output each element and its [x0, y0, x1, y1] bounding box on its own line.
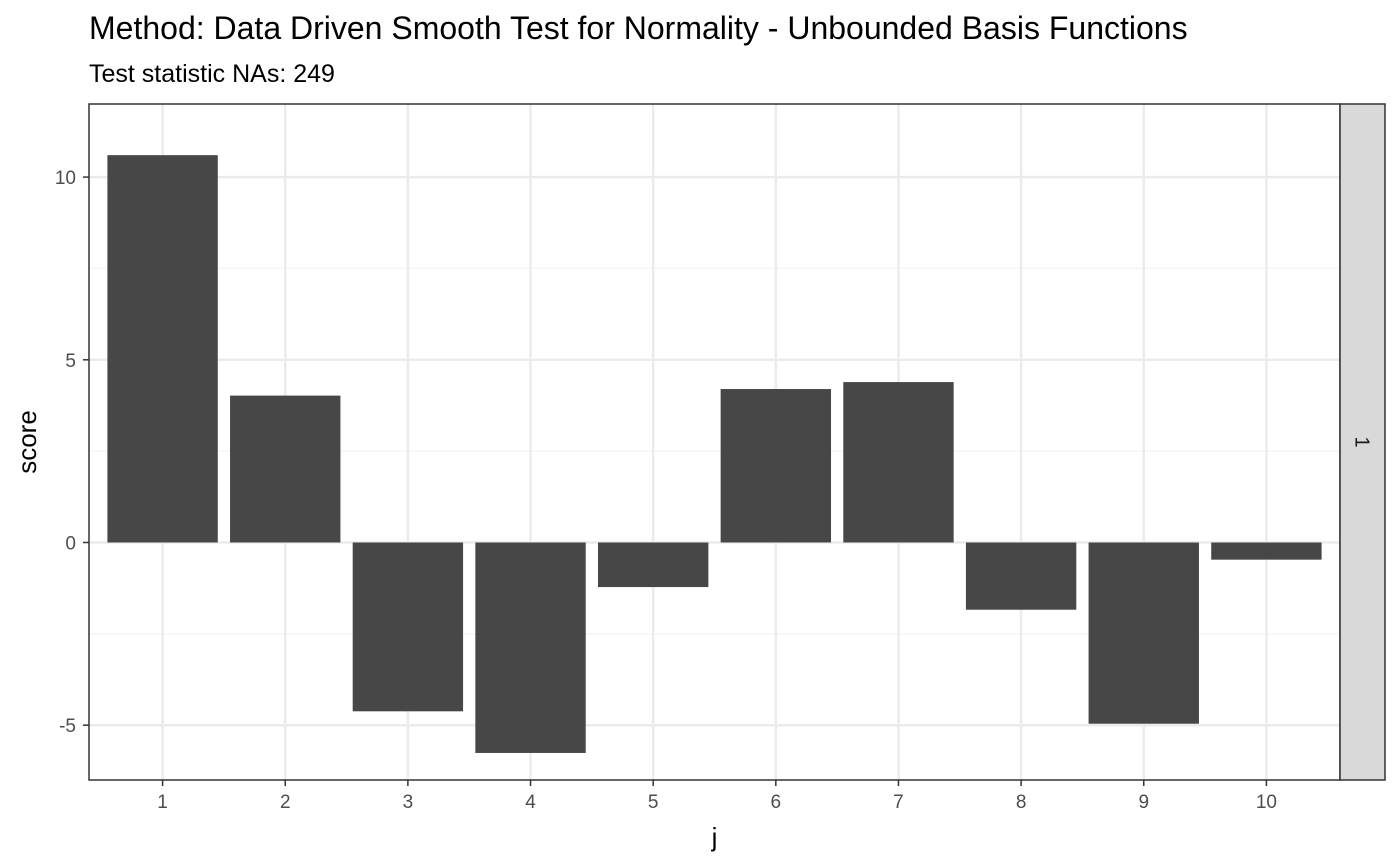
y-axis-title: score	[12, 410, 42, 474]
y-tick-label: -5	[59, 716, 76, 737]
bar-1	[107, 155, 218, 543]
bars	[107, 155, 1322, 753]
x-tick-label: 6	[771, 792, 782, 813]
bar-6	[720, 389, 832, 543]
bar-9	[1088, 542, 1199, 724]
facet-strip-label: 1	[1351, 436, 1373, 447]
x-tick-label: 10	[1256, 792, 1277, 813]
bar-5	[597, 542, 709, 588]
x-axis-ticks: 1 2 3 4 5 6 7 8 9 10	[157, 780, 1277, 813]
bar-10	[1211, 542, 1322, 560]
bar-4	[475, 542, 586, 753]
bar-3	[352, 542, 464, 712]
facet-strip-background	[1339, 103, 1386, 781]
y-tick-label: 0	[65, 533, 76, 554]
x-tick-label: 3	[403, 792, 414, 813]
bar-2	[230, 395, 341, 543]
x-axis-title: j	[711, 822, 718, 852]
x-tick-label: 9	[1138, 792, 1149, 813]
chart-title: Method: Data Driven Smooth Test for Norm…	[89, 10, 1188, 46]
x-tick-label: 8	[1016, 792, 1027, 813]
bar-7	[843, 382, 954, 543]
x-tick-label: 2	[280, 792, 291, 813]
y-axis-ticks: -5 0 5 10	[55, 168, 89, 737]
x-tick-label: 4	[525, 792, 536, 813]
x-tick-label: 7	[893, 792, 904, 813]
bar-8	[965, 542, 1077, 610]
x-tick-label: 5	[648, 792, 659, 813]
chart-subtitle: Test statistic NAs: 249	[89, 60, 335, 88]
x-tick-label: 1	[157, 792, 168, 813]
y-tick-label: 5	[65, 351, 76, 372]
facet-strip: 1	[1339, 103, 1386, 781]
y-tick-label: 10	[55, 168, 76, 189]
